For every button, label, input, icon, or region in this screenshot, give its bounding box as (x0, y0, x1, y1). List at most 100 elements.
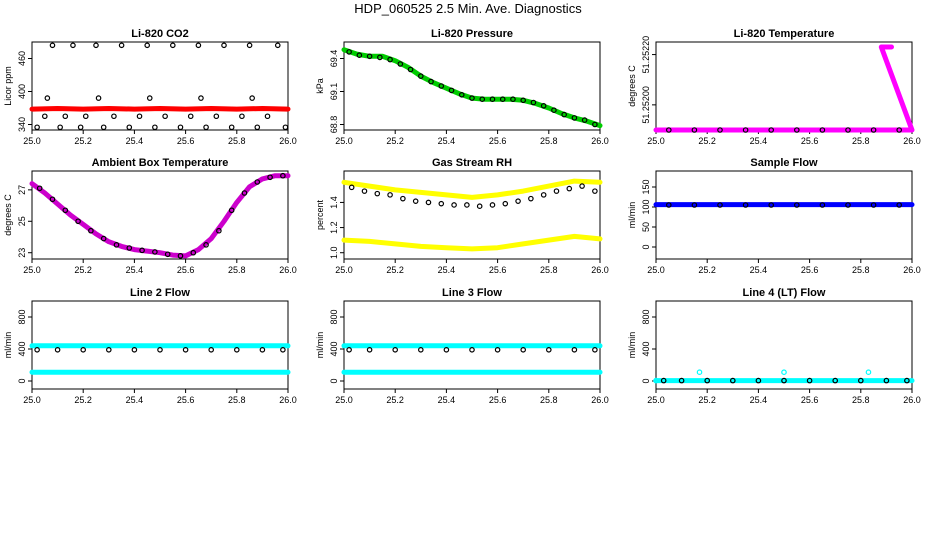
li-820-pressure-point (540, 103, 547, 109)
gas-stream-rh-point (502, 200, 509, 207)
li-820-co2-point (62, 113, 69, 120)
li-820-pressure-point (499, 96, 506, 103)
gas-stream-rh-y-label: percent (315, 199, 325, 230)
gas-stream-rh-point (400, 195, 406, 202)
chart-li-820-co2: Li-820 CO2 25.0 25.2 25.4 25.6 25.8 26.0 340 400… (3, 28, 297, 146)
li-820-temperature-y-axis: 51.25200 51.25220 (641, 36, 656, 124)
line-4-lt-flow-frame (655, 300, 913, 390)
li-820-temperature-point (665, 127, 672, 133)
li-820-pressure-point (356, 52, 363, 59)
line-4-lt-flow-y-label: ml/min (627, 332, 637, 359)
line-3-flow-x-tick-label: 26.0 (591, 395, 609, 405)
ambient-box-temperature-point (36, 185, 43, 192)
gas-stream-rh-series-rh-samples (348, 183, 598, 210)
li-820-co2-point (111, 113, 117, 120)
line-2-flow-y-tick-label: 400 (17, 341, 27, 356)
li-820-pressure-point (592, 121, 598, 128)
chart-sample-flow: Sample Flow 25.0 25.2 25.4 25.6 25.8 26.0 0 50 10… (627, 157, 921, 275)
li-820-temperature-point (845, 127, 851, 133)
li-820-co2-point (82, 113, 89, 120)
ambient-box-temperature-y-axis: 23 25 27 (17, 185, 32, 258)
sample-flow-x-axis: 25.0 25.2 25.4 25.6 25.8 26.0 (647, 259, 921, 275)
gas-stream-rh-y-axis: 1.0 1.2 1.4 (329, 196, 344, 259)
li-820-pressure-y-label: kPa (315, 78, 325, 94)
line-4-lt-flow-y-tick-label: 0 (641, 378, 651, 383)
sample-flow-y-tick-label: 150 (641, 179, 651, 194)
sample-flow-point (717, 202, 723, 208)
ambient-box-temperature-y-tick-label: 25 (17, 216, 27, 226)
ambient-box-temperature-title: Ambient Box Temperature (92, 157, 229, 169)
sample-flow-series-sample-flow-samples (665, 202, 903, 208)
gas-stream-rh-point (464, 202, 470, 208)
li-820-pressure-point (377, 54, 383, 61)
line-2-flow-x-tick-label: 25.6 (177, 395, 195, 405)
li-820-temperature-x-tick-label: 25.0 (647, 136, 665, 146)
ambient-box-temperature-y-tick-label: 23 (17, 248, 27, 258)
sample-flow-x-tick-label: 26.0 (903, 265, 921, 275)
li-820-pressure-band (341, 47, 603, 129)
line-4-lt-flow-point (729, 377, 736, 384)
line-4-lt-flow-point (904, 377, 910, 384)
ambient-box-temperature-point (75, 218, 81, 225)
ambient-box-temperature-point (203, 242, 209, 248)
ambient-box-temperature-point (139, 247, 145, 254)
line-4-lt-flow-point (704, 377, 711, 384)
li-820-co2-point (41, 113, 48, 120)
gas-stream-rh-series-rh-low (341, 233, 603, 252)
sample-flow-y-tick-label: 100 (641, 199, 651, 214)
ambient-box-temperature-x-tick-label: 25.2 (74, 265, 92, 275)
li-820-co2-x-tick-label: 25.0 (23, 136, 41, 146)
line-3-flow-point (366, 346, 373, 353)
gas-stream-rh-point (528, 195, 534, 202)
li-820-co2-y-axis: 340 400 460 (17, 51, 32, 132)
line-4-lt-flow-point (865, 369, 872, 376)
ambient-box-temperature-point (164, 251, 171, 258)
sample-flow-point (793, 202, 800, 208)
li-820-temperature-point (717, 127, 723, 133)
li-820-temperature-x-tick-label: 26.0 (903, 136, 921, 146)
gas-stream-rh-point (361, 188, 368, 194)
li-820-co2-point (146, 95, 153, 101)
sample-flow-title: Sample Flow (750, 157, 818, 169)
ambient-box-temperature-point (241, 190, 248, 196)
li-820-co2-point (221, 42, 227, 49)
gas-stream-rh-point (515, 198, 521, 204)
ambient-box-temperature-point (177, 253, 184, 259)
line-2-flow-point (80, 346, 87, 353)
li-820-pressure-point (397, 61, 404, 67)
li-820-pressure-point (428, 78, 434, 85)
line-4-lt-flow-title: Line 4 (LT) Flow (743, 287, 826, 299)
line-2-flow-point (106, 346, 112, 353)
li-820-co2-point (144, 42, 151, 49)
ambient-box-temperature-x-tick-label: 26.0 (279, 265, 297, 275)
gas-stream-rh-x-tick-label: 26.0 (591, 265, 609, 275)
li-820-pressure-x-tick-label: 25.8 (540, 136, 558, 146)
ambient-box-temperature-point (280, 172, 286, 179)
line-3-flow-y-tick-label: 800 (329, 309, 339, 324)
line-3-flow-point (494, 346, 501, 353)
li-820-pressure-x-axis: 25.0 25.2 25.4 25.6 25.8 26.0 (335, 130, 609, 146)
gas-stream-rh-title: Gas Stream RH (432, 157, 512, 169)
li-820-pressure-point (469, 95, 475, 101)
gas-stream-rh-point (425, 199, 432, 206)
line-2-flow-x-axis: 25.0 25.2 25.4 25.6 25.8 26.0 (23, 389, 297, 405)
li-820-pressure-point (530, 99, 537, 106)
li-820-pressure-x-tick-label: 25.6 (489, 136, 507, 146)
li-820-pressure-point (551, 107, 557, 114)
ambient-box-temperature-point (100, 235, 107, 242)
ambient-box-temperature-x-tick-label: 25.6 (177, 265, 195, 275)
line-2-flow-x-tick-label: 26.0 (279, 395, 297, 405)
li-820-pressure-x-tick-label: 25.4 (438, 136, 456, 146)
line-3-flow-point (469, 346, 475, 353)
ambient-box-temperature-series-box-temp (29, 173, 291, 259)
line-2-flow-y-axis: 0 400 800 (17, 309, 32, 384)
li-820-pressure-point (366, 53, 373, 60)
li-820-pressure-title: Li-820 Pressure (431, 28, 513, 40)
line-2-flow-x-tick-label: 25.8 (228, 395, 246, 405)
chart-line-3-flow: Line 3 Flow 25.0 25.2 25.4 25.6 25.8 26.0 0 400 8… (315, 287, 609, 405)
gas-stream-rh-y-tick-label: 1.0 (329, 246, 339, 259)
li-820-co2-point (152, 124, 158, 131)
ambient-box-temperature-point (190, 249, 197, 256)
ambient-box-temperature-y-label: degrees C (3, 194, 13, 236)
li-820-temperature-title: Li-820 Temperature (734, 28, 835, 40)
